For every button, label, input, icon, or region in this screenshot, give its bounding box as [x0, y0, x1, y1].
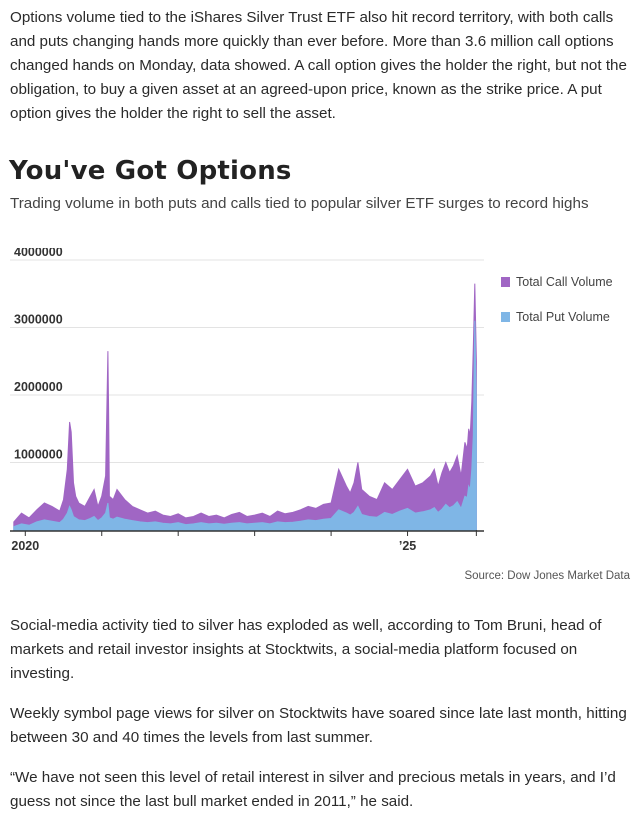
- legend-label: Total Call Volume: [516, 275, 613, 289]
- y-tick-label: 1000000: [14, 448, 63, 462]
- chart-subtitle: Trading volume in both puts and calls ti…: [10, 195, 589, 212]
- y-tick-label: 3000000: [14, 313, 63, 327]
- legend-swatch: [501, 277, 510, 287]
- chart-source: Source: Dow Jones Market Data: [464, 570, 630, 582]
- body-paragraph-social: Social-media activity tied to silver has…: [10, 617, 602, 682]
- options-volume-chart: 40000003000000200000010000000 2020’25 To…: [10, 248, 613, 553]
- x-axis-ticks: 2020 ’25: [11, 530, 477, 553]
- x-tick-label: 2020: [11, 539, 39, 553]
- chart-title: You've Got Options: [9, 156, 292, 186]
- legend-swatch: [501, 312, 510, 322]
- put-volume-area: [13, 320, 477, 531]
- legend: Total Call Volume Total Put Volume: [501, 275, 613, 324]
- intro-paragraph: Options volume tied to the iShares Silve…: [10, 9, 627, 122]
- call-volume-area: [13, 283, 477, 531]
- y-axis-ticks: 40000003000000200000010000000: [14, 248, 63, 531]
- body-paragraph-pageviews: Weekly symbol page views for silver on S…: [10, 705, 627, 746]
- x-tick-label: ’25: [399, 539, 416, 553]
- body-paragraph-quote: “We have not seen this level of retail i…: [10, 769, 616, 810]
- legend-label: Total Put Volume: [516, 310, 610, 324]
- y-tick-label: 4000000: [14, 248, 63, 259]
- grid-lines: [10, 259, 484, 463]
- y-tick-label: 2000000: [14, 380, 63, 394]
